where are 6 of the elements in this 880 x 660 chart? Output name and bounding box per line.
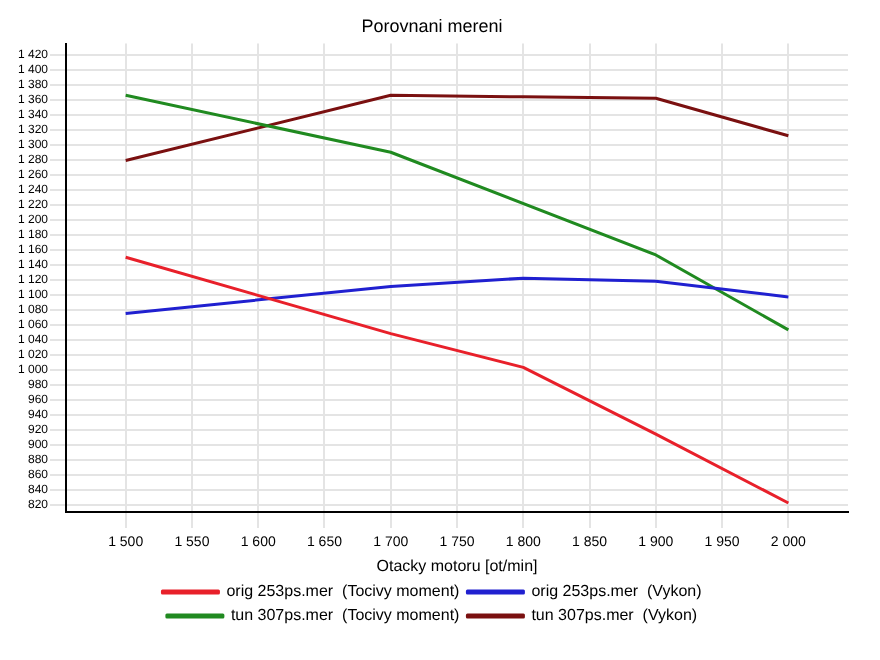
legend-label: orig 253ps.mer (Tocivy moment) — [226, 582, 461, 601]
legend-label: tun 307ps.mer (Tocivy moment) — [230, 606, 461, 625]
legend-label: orig 253ps.mer (Vykon) — [531, 582, 703, 601]
chart-title: Porovnani mereni — [361, 15, 503, 36]
x-axis-title: Otacky motoru [ot/min] — [376, 556, 538, 575]
legend-label: tun 307ps.mer (Vykon) — [531, 606, 698, 625]
